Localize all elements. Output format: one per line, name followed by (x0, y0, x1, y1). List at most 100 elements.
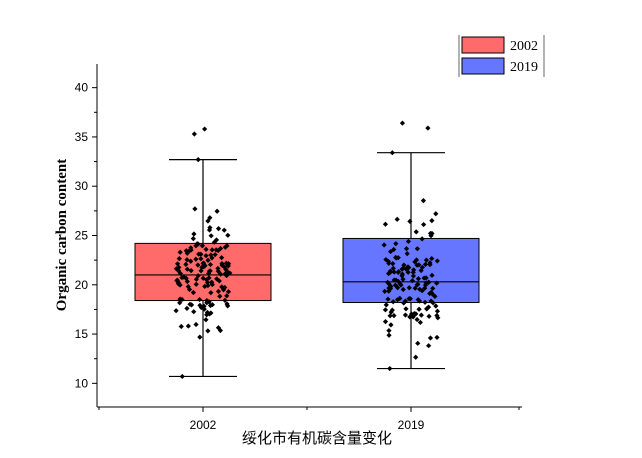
point-2019 (409, 278, 415, 284)
point-2019 (413, 257, 420, 263)
point-2002 (219, 284, 225, 290)
point-2002 (175, 267, 181, 273)
point-2019 (434, 280, 440, 286)
point-2019 (425, 279, 432, 286)
point-2002 (195, 262, 201, 268)
point-2002 (200, 264, 207, 270)
point-2019 (386, 328, 392, 334)
point-2002 (216, 278, 222, 284)
point-2019 (427, 290, 433, 297)
point-2002 (225, 269, 231, 276)
point-2002 (215, 325, 222, 331)
point-2019 (395, 269, 401, 275)
point-2002 (207, 261, 214, 268)
point-2002 (213, 247, 219, 253)
point-2002 (198, 256, 204, 262)
point-2002 (193, 243, 199, 249)
point-2002 (177, 282, 183, 288)
point-2002 (173, 266, 180, 272)
point-2002 (215, 265, 221, 272)
point-2019 (427, 335, 434, 341)
point-2002 (212, 252, 218, 258)
point-2019 (383, 256, 389, 263)
point-2019 (416, 298, 423, 304)
point-2002 (199, 243, 205, 249)
point-2019 (421, 275, 427, 281)
point-2019 (390, 265, 396, 271)
point-2019 (389, 307, 395, 313)
point-2002 (217, 271, 224, 277)
point-2019 (428, 289, 434, 295)
point-2019 (416, 306, 422, 312)
point-2019 (390, 299, 396, 305)
point-2019 (404, 251, 410, 257)
point-2002 (195, 157, 201, 163)
legend: 2002 2019 (458, 35, 545, 77)
point-2019 (414, 282, 420, 288)
point-2019 (433, 211, 439, 217)
point-2002 (197, 302, 203, 308)
y-tick-label: 35 (75, 130, 89, 144)
point-2002 (191, 231, 197, 237)
point-2019 (418, 312, 424, 318)
point-2002 (205, 328, 211, 334)
point-2002 (205, 218, 211, 224)
y-tick-label: 15 (75, 327, 89, 341)
point-2002 (221, 264, 227, 270)
point-2019 (407, 314, 413, 320)
point-2002 (195, 273, 201, 279)
point-2019 (429, 272, 435, 278)
point-2019 (403, 306, 409, 312)
point-2002 (204, 280, 211, 286)
point-2002 (177, 270, 184, 277)
point-2019 (429, 255, 435, 262)
point-2002 (204, 297, 210, 304)
point-2019 (403, 246, 410, 252)
point-2002 (174, 277, 181, 283)
x-tick-label-2002: 2002 (190, 418, 217, 432)
point-2019 (406, 296, 412, 302)
point-2002 (208, 290, 214, 296)
point-2019 (398, 282, 404, 288)
point-2019 (410, 269, 416, 275)
point-2002 (224, 293, 230, 299)
point-2002 (225, 232, 231, 238)
point-2019 (407, 218, 413, 225)
point-2002 (222, 297, 228, 303)
point-2002 (202, 126, 208, 132)
point-2002 (206, 299, 212, 305)
point-2002 (203, 246, 209, 252)
point-2002 (193, 321, 199, 328)
point-2002 (192, 206, 198, 212)
y-tick-label: 10 (75, 376, 89, 390)
point-2019 (433, 303, 439, 309)
point-2019 (395, 285, 401, 291)
point-2002 (219, 255, 225, 261)
point-2019 (390, 260, 396, 267)
y-tick-label: 40 (75, 81, 89, 95)
point-2002 (191, 309, 197, 315)
point-2019 (426, 343, 432, 349)
point-2002 (209, 247, 215, 253)
x-tick-label-2019: 2019 (398, 418, 425, 432)
point-2019 (429, 218, 435, 224)
point-2002 (223, 260, 229, 266)
point-2002 (198, 251, 204, 257)
point-2019 (412, 285, 418, 291)
point-2002 (185, 323, 191, 329)
point-2002 (209, 281, 215, 288)
point-2019 (400, 286, 406, 293)
point-2019 (427, 230, 434, 237)
point-2019 (418, 267, 424, 274)
point-2019 (383, 302, 389, 308)
axes: 10 15 20 25 30 35 40 2002 2019 (75, 64, 522, 432)
point-2002 (217, 293, 223, 299)
point-2019 (388, 248, 394, 255)
point-2002 (190, 236, 196, 242)
iqr-box-2019 (342, 237, 480, 304)
point-2019 (389, 150, 395, 156)
point-2002 (222, 271, 228, 277)
point-2019 (408, 311, 415, 317)
point-2002 (204, 309, 211, 316)
box-2019 (342, 152, 480, 370)
